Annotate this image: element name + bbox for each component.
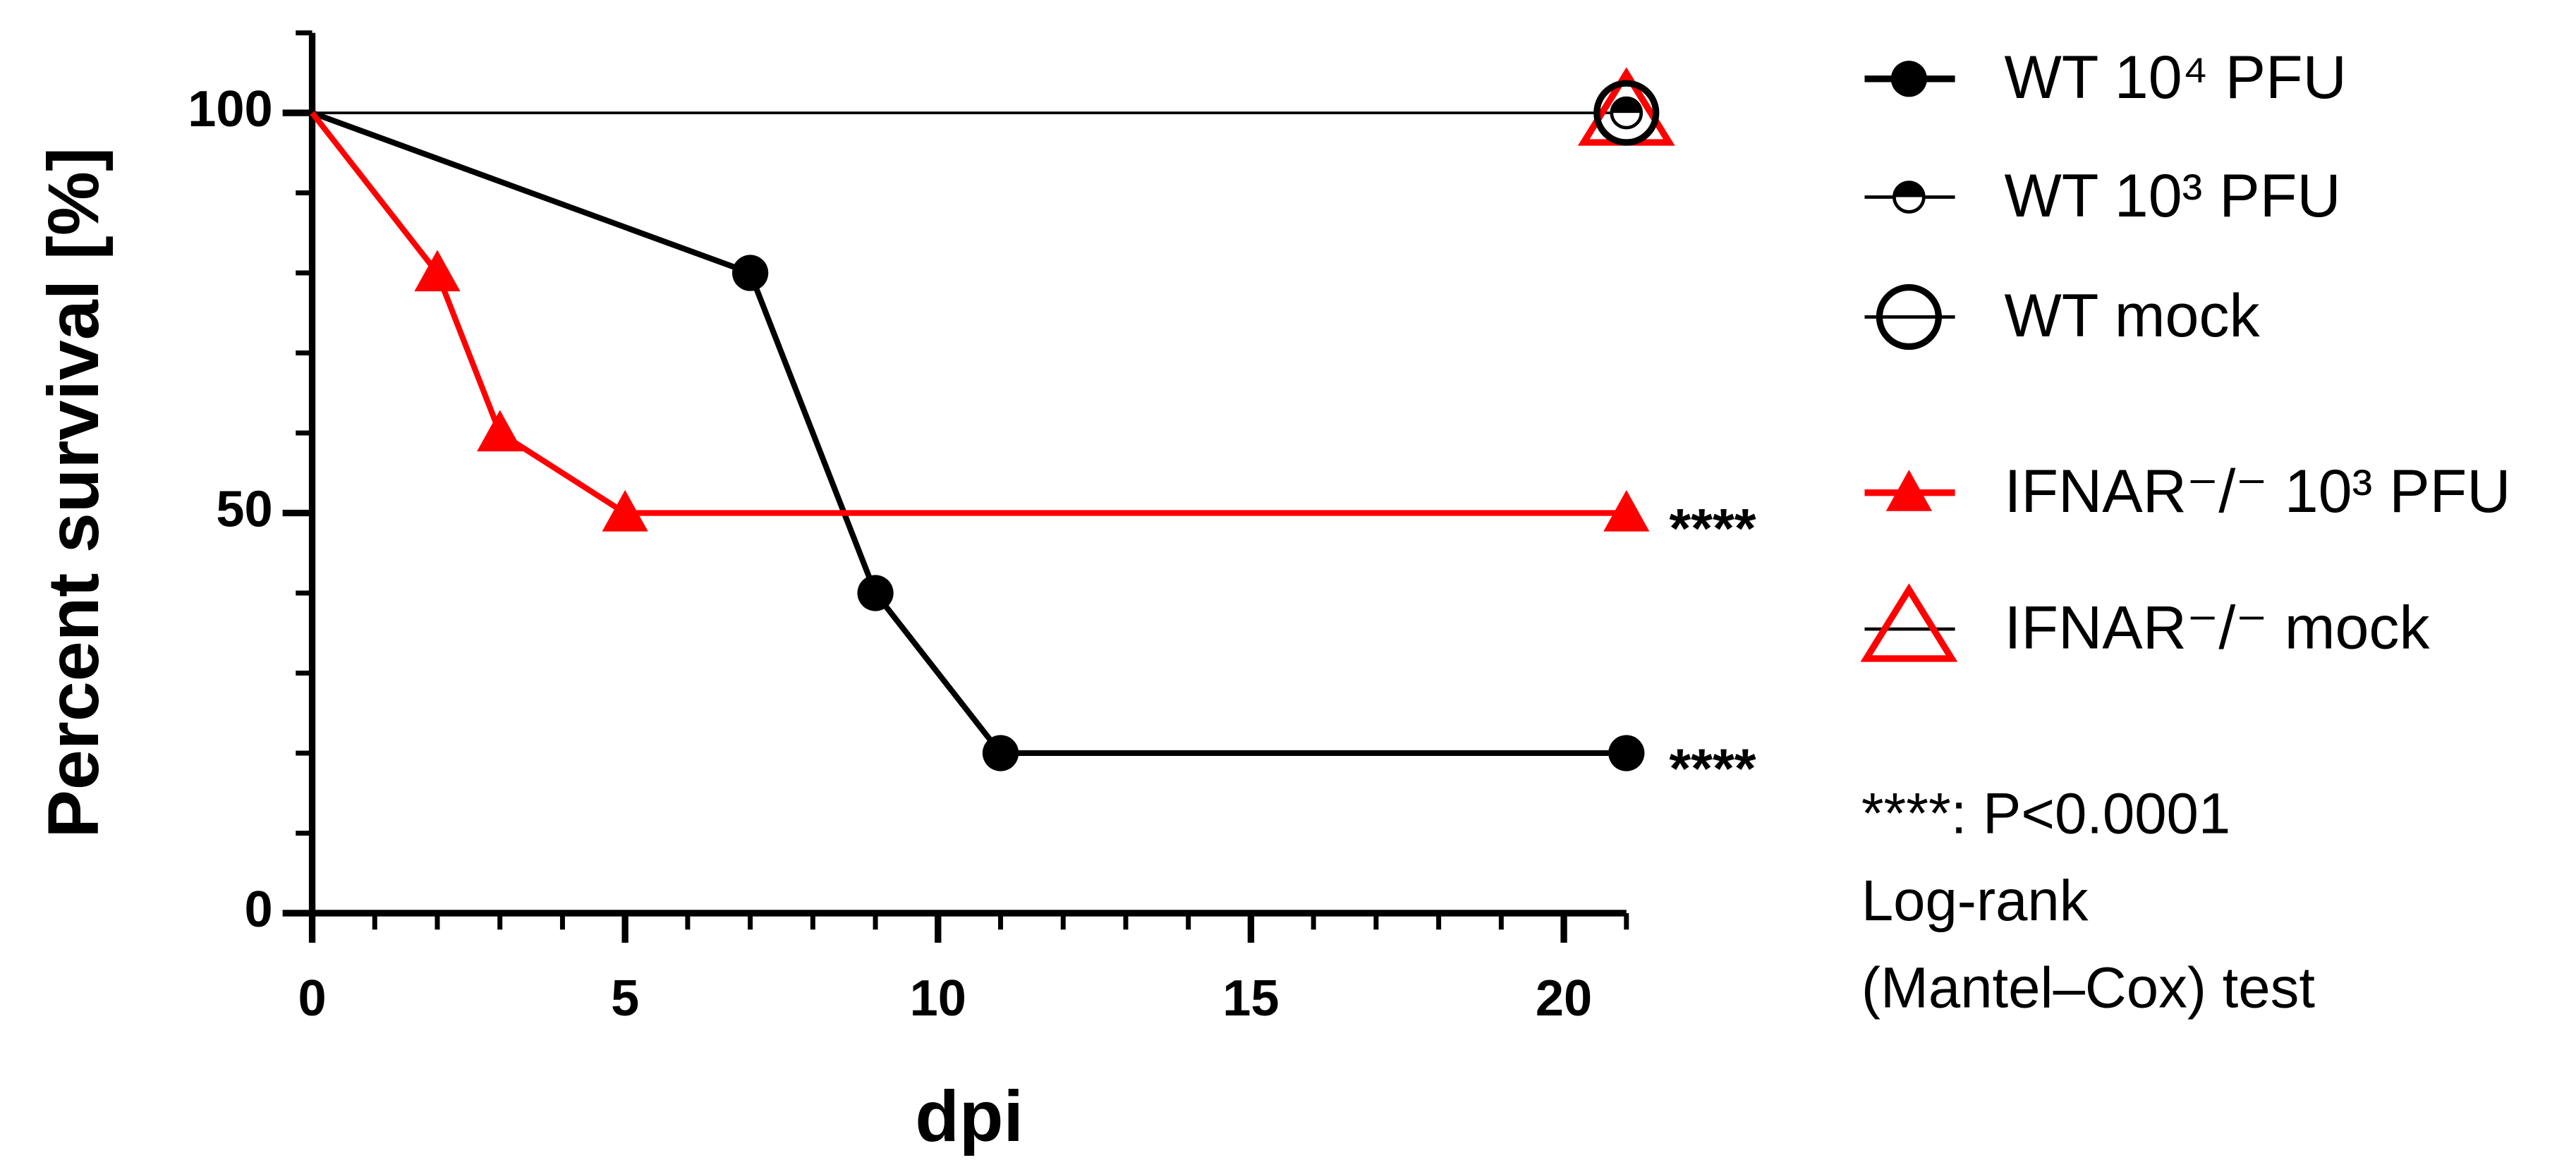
marker-shape [1593,80,1660,146]
marker [982,735,1019,771]
marker-shape [477,410,523,452]
footnote: ****: P<0.0001 [1861,781,2230,846]
marker [1860,583,1958,662]
marker-shape [414,250,461,292]
marker [1603,489,1650,532]
marker [732,255,769,291]
footnote: Log-rank [1861,869,2089,933]
x-axis-title: dpi [915,1075,1023,1156]
marker [1890,61,1927,97]
marker [1892,181,1926,214]
marker-shape [982,735,1019,771]
marker-shape [732,255,769,291]
x-tick-label: 20 [1536,970,1592,1027]
marker [414,250,461,292]
marker [1593,80,1660,146]
marker-shape [1608,735,1645,771]
legend-label: IFNAR⁻/⁻ mock [2004,594,2430,661]
significance-label: **** [1669,737,1756,800]
footnote: (Mantel–Cox) test [1861,956,2316,1020]
marker [1610,96,1644,130]
legend-label: IFNAR⁻/⁻ 10³ PFU [2004,458,2510,525]
marker [857,575,894,611]
marker [1885,470,1932,511]
legend-label: WT 10³ PFU [2004,162,2340,230]
y-tick-label: 0 [244,881,272,938]
x-tick-label: 5 [611,970,639,1027]
marker-shape [857,575,894,611]
marker-shape [1603,489,1650,532]
x-tick-label: 10 [910,970,966,1027]
marker-shape [1885,470,1932,511]
y-tick-label: 50 [216,482,272,538]
marker-shape [1611,98,1641,114]
survival-line [310,111,1627,516]
y-tick-label: 100 [188,81,272,138]
marker-shape [1860,583,1958,662]
y-axis-title: Percent survival [%] [32,147,114,838]
significance-label: **** [1669,496,1756,559]
legend-label: WT mock [2004,282,2260,350]
marker-shape [602,489,648,532]
legend-label: WT 10⁴ PFU [2004,44,2346,111]
x-tick-label: 0 [298,970,326,1027]
marker [1608,735,1645,771]
marker [602,489,648,532]
marker-shape [1890,61,1927,97]
marker-shape [1876,283,1942,350]
marker [1876,283,1942,350]
marker [477,410,523,452]
marker-shape [1894,182,1924,197]
x-tick-label: 15 [1222,970,1279,1027]
